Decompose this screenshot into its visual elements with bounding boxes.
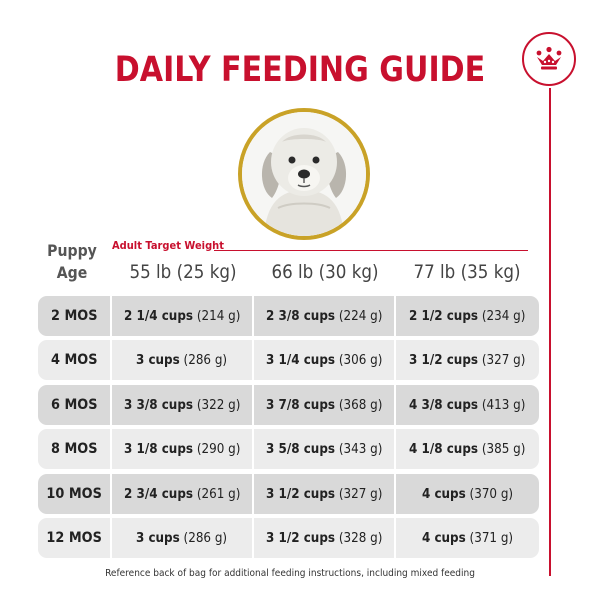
amount-text: 4 1/8 cups (385 g) (409, 442, 525, 457)
amount-text: 3 1/4 cups (306 g) (266, 353, 382, 368)
age-header-puppy: Puppy (47, 241, 97, 260)
amount-cell: 2 1/2 cups (234 g) (396, 296, 539, 336)
age-cell: 6 MOS (38, 385, 110, 425)
grams-value: (261 g) (196, 486, 241, 502)
amount-text: 4 cups (370 g) (422, 487, 513, 502)
amount-text: 2 1/4 cups (214 g) (124, 309, 240, 324)
crown-icon (536, 46, 562, 70)
age-label: 12 MOS (46, 530, 102, 546)
weight-header-77lb: 77 lb (35 kg) (413, 261, 521, 283)
grams-value: (224 g) (338, 308, 383, 324)
age-cell: 2 MOS (38, 296, 110, 336)
amount-text: 3 7/8 cups (368 g) (266, 398, 382, 413)
amount-text: 3 1/2 cups (327 g) (409, 353, 525, 368)
amount-text: 4 3/8 cups (413 g) (409, 398, 525, 413)
grams-value: (322 g) (196, 397, 241, 413)
grams-value: (286 g) (184, 352, 228, 368)
cups-value: 2 1/4 cups (123, 308, 193, 324)
age-label: 4 MOS (50, 352, 98, 368)
cups-value: 2 3/8 cups (265, 308, 335, 324)
age-cell: 4 MOS (38, 340, 110, 380)
cups-value: 3 cups (136, 352, 181, 368)
age-label: 8 MOS (50, 441, 98, 457)
grams-value: (413 g) (482, 397, 526, 413)
cups-value: 3 1/2 cups (265, 530, 335, 546)
amount-cell: 3 1/8 cups (290 g) (112, 429, 252, 469)
grams-value: (327 g) (482, 352, 526, 368)
footnote: Reference back of bag for additional fee… (105, 568, 475, 579)
grams-value: (234 g) (482, 308, 526, 324)
age-label: 10 MOS (46, 486, 102, 502)
amount-cell: 4 cups (370 g) (396, 474, 539, 514)
cups-value: 3 1/4 cups (265, 352, 335, 368)
cups-value: 4 1/8 cups (409, 441, 479, 457)
amount-text: 3 1/2 cups (328 g) (266, 531, 382, 546)
grams-value: (306 g) (338, 352, 383, 368)
amount-cell: 4 cups (371 g) (396, 518, 539, 558)
accent-vertical-line (549, 88, 551, 576)
amount-text: 3 1/2 cups (327 g) (266, 487, 382, 502)
grams-value: (214 g) (196, 308, 241, 324)
age-label: 2 MOS (50, 308, 98, 324)
amount-cell: 3 1/2 cups (328 g) (254, 518, 394, 558)
amount-text: 2 3/8 cups (224 g) (266, 309, 382, 324)
amount-text: 3 cups (286 g) (136, 353, 227, 368)
cups-value: 3 1/2 cups (265, 486, 335, 502)
age-column-header: Puppy Age (40, 240, 103, 284)
age-cell: 8 MOS (38, 429, 110, 469)
grams-value: (368 g) (338, 397, 383, 413)
cups-value: 2 3/4 cups (123, 486, 193, 502)
age-cell: 10 MOS (38, 474, 110, 514)
cups-value: 3 1/8 cups (123, 441, 193, 457)
amount-cell: 3 cups (286 g) (112, 518, 252, 558)
amount-text: 2 1/2 cups (234 g) (409, 309, 525, 324)
cups-value: 3 cups (136, 530, 181, 546)
amount-cell: 4 1/8 cups (385 g) (396, 429, 539, 469)
weight-header-66lb: 66 lb (30 kg) (271, 261, 379, 283)
header-rule (214, 250, 528, 251)
amount-cell: 3 3/8 cups (322 g) (112, 385, 252, 425)
grams-value: (371 g) (469, 530, 514, 546)
cups-value: 4 cups (421, 530, 466, 546)
grams-value: (290 g) (196, 441, 241, 457)
age-cell: 12 MOS (38, 518, 110, 558)
amount-text: 4 cups (371 g) (422, 531, 513, 546)
puppy-photo (238, 108, 370, 240)
age-label: 6 MOS (50, 397, 98, 413)
grams-value: (343 g) (338, 441, 383, 457)
amount-cell: 3 7/8 cups (368 g) (254, 385, 394, 425)
cups-value: 3 7/8 cups (265, 397, 335, 413)
page-title: DAILY FEEDING GUIDE (114, 50, 486, 90)
amount-cell: 2 3/8 cups (224 g) (254, 296, 394, 336)
grams-value: (385 g) (482, 441, 526, 457)
amount-cell: 3 1/2 cups (327 g) (254, 474, 394, 514)
brand-badge (522, 32, 576, 86)
age-header-age: Age (56, 263, 88, 282)
amount-cell: 3 1/2 cups (327 g) (396, 340, 539, 380)
amount-cell: 4 3/8 cups (413 g) (396, 385, 539, 425)
grams-value: (327 g) (338, 486, 383, 502)
amount-text: 3 1/8 cups (290 g) (124, 442, 240, 457)
amount-cell: 2 3/4 cups (261 g) (112, 474, 252, 514)
cups-value: 3 5/8 cups (265, 441, 335, 457)
weight-header-55lb: 55 lb (25 kg) (129, 261, 237, 283)
cups-value: 3 3/8 cups (123, 397, 193, 413)
grams-value: (286 g) (184, 530, 228, 546)
amount-cell: 3 1/4 cups (306 g) (254, 340, 394, 380)
cups-value: 3 1/2 cups (409, 352, 479, 368)
amount-text: 3 3/8 cups (322 g) (124, 398, 240, 413)
cups-value: 4 cups (421, 486, 466, 502)
amount-text: 2 3/4 cups (261 g) (124, 487, 240, 502)
amount-cell: 2 1/4 cups (214 g) (112, 296, 252, 336)
cups-value: 4 3/8 cups (409, 397, 479, 413)
grams-value: (328 g) (338, 530, 383, 546)
amount-cell: 3 5/8 cups (343 g) (254, 429, 394, 469)
adult-target-weight-label: Adult Target Weight (112, 239, 224, 252)
amount-cell: 3 cups (286 g) (112, 340, 252, 380)
grams-value: (370 g) (469, 486, 514, 502)
amount-text: 3 cups (286 g) (136, 531, 227, 546)
cups-value: 2 1/2 cups (409, 308, 479, 324)
amount-text: 3 5/8 cups (343 g) (266, 442, 382, 457)
